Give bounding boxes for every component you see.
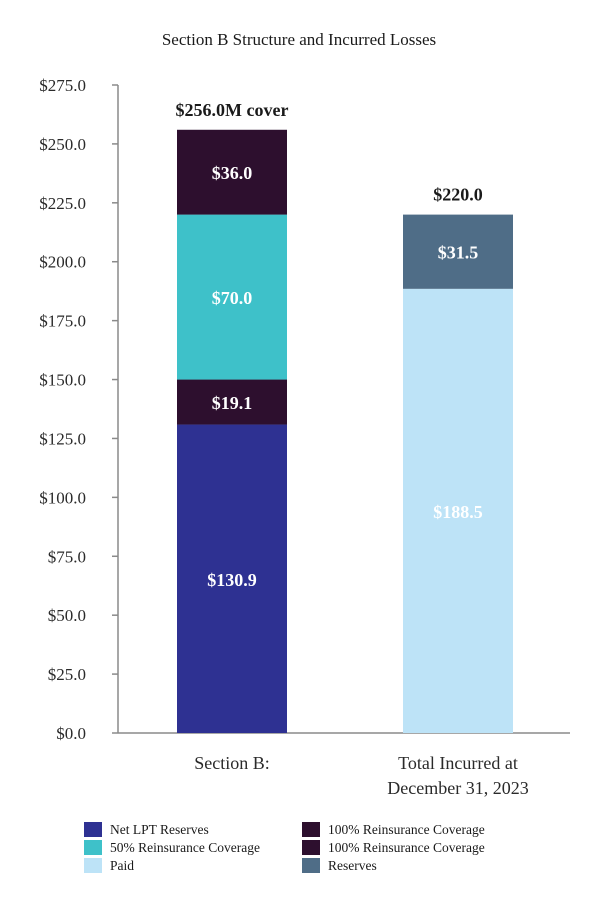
segment-value-label: $70.0 xyxy=(212,288,253,308)
legend-label: Net LPT Reserves xyxy=(110,821,209,837)
legend-label: 100% Reinsurance Coverage xyxy=(328,839,485,855)
legend-item: 100% Reinsurance Coverage xyxy=(302,821,532,838)
legend-label: Paid xyxy=(110,857,135,873)
segment-value-label: $130.9 xyxy=(207,570,257,590)
legend-item: 100% Reinsurance Coverage xyxy=(302,839,532,856)
bar-segment xyxy=(403,214,513,289)
segment-value-label: $19.1 xyxy=(212,393,253,413)
y-tick-label: $150.0 xyxy=(39,371,86,390)
segment-value-label: $36.0 xyxy=(212,163,253,183)
bar-total-label: $256.0M cover xyxy=(176,100,289,120)
y-tick-label: $0.0 xyxy=(56,724,86,743)
y-tick-label: $125.0 xyxy=(39,429,86,448)
y-tick-label: $250.0 xyxy=(39,135,86,154)
y-tick-label: $50.0 xyxy=(48,606,86,625)
y-tick-label: $275.0 xyxy=(39,76,86,95)
y-tick-label: $175.0 xyxy=(39,312,86,331)
legend-item: Reserves xyxy=(302,857,532,874)
y-tick-label: $100.0 xyxy=(39,488,86,507)
y-tick-label: $225.0 xyxy=(39,194,86,213)
legend-swatch xyxy=(84,858,102,873)
y-tick-label: $25.0 xyxy=(48,665,86,684)
legend-swatch xyxy=(302,858,320,873)
segment-value-label: $31.5 xyxy=(438,243,479,263)
legend-label: 50% Reinsurance Coverage xyxy=(110,839,260,855)
segment-value-label: $188.5 xyxy=(433,502,483,522)
legend-item: Paid xyxy=(84,857,302,874)
y-tick-label: $75.0 xyxy=(48,547,86,566)
legend-swatch xyxy=(84,840,102,855)
bars: $130.9 $19.1 $70.0 $36.0 $256.0M cover $188.5… xyxy=(176,100,513,733)
legend-label: Reserves xyxy=(328,857,377,873)
x-category-label: Section B: xyxy=(194,753,270,773)
bar-segment xyxy=(403,288,513,733)
legend-swatch xyxy=(84,822,102,837)
y-tick-label: $200.0 xyxy=(39,253,86,272)
legend-label: 100% Reinsurance Coverage xyxy=(328,821,485,837)
legend-swatch xyxy=(302,840,320,855)
bar-segment xyxy=(177,424,287,733)
x-category-label: Total Incurred at December 31, 2023 xyxy=(387,753,528,798)
legend: Net LPT Reserves 100% Reinsurance Coverag… xyxy=(84,821,544,874)
axes: $0.0 $25.0 $50.0 $75.0 $100.0 $125.0 $150.0 $17… xyxy=(39,76,570,743)
legend-item: 50% Reinsurance Coverage xyxy=(84,839,302,856)
x-axis-labels: Section B: Total Incurred at December 31, … xyxy=(194,753,528,798)
bar-segment xyxy=(177,214,287,380)
chart-title: Section B Structure and Incurred Losses xyxy=(162,30,436,49)
bar-segment xyxy=(177,129,287,215)
bar-segment xyxy=(177,379,287,425)
bar-total-label: $220.0 xyxy=(433,185,483,205)
legend-item: Net LPT Reserves xyxy=(84,821,302,838)
legend-swatch xyxy=(302,822,320,837)
